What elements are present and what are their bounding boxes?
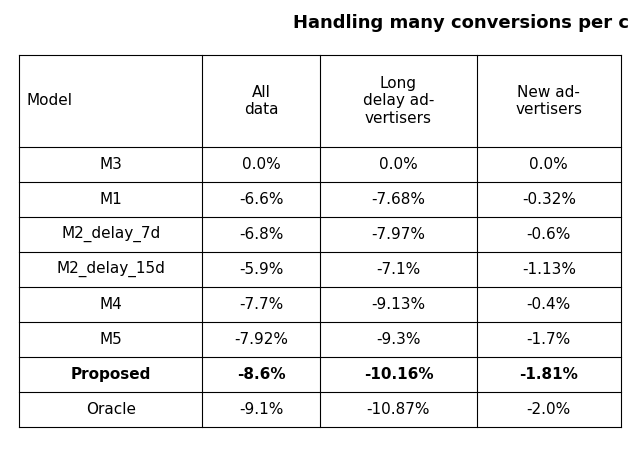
Text: -1.81%: -1.81%	[520, 367, 579, 382]
Text: M2_delay_15d: M2_delay_15d	[56, 261, 165, 278]
Text: -10.87%: -10.87%	[367, 402, 430, 417]
Text: -7.1%: -7.1%	[376, 262, 420, 277]
Text: -7.92%: -7.92%	[234, 332, 288, 347]
Text: -1.7%: -1.7%	[527, 332, 571, 347]
Text: -9.1%: -9.1%	[239, 402, 284, 417]
Text: -10.16%: -10.16%	[364, 367, 433, 382]
Text: New ad-
vertisers: New ad- vertisers	[515, 85, 582, 117]
Text: -0.32%: -0.32%	[522, 192, 576, 207]
Text: Proposed: Proposed	[70, 367, 151, 382]
Text: M3: M3	[99, 157, 122, 172]
Text: -1.13%: -1.13%	[522, 262, 576, 277]
Text: -7.97%: -7.97%	[371, 227, 426, 242]
Text: -9.13%: -9.13%	[371, 297, 426, 312]
Text: M5: M5	[99, 332, 122, 347]
Text: -5.9%: -5.9%	[239, 262, 284, 277]
Text: -6.6%: -6.6%	[239, 192, 284, 207]
Text: Model: Model	[27, 94, 73, 108]
Text: -0.4%: -0.4%	[527, 297, 571, 312]
Text: -2.0%: -2.0%	[527, 402, 571, 417]
Text: Oracle: Oracle	[86, 402, 136, 417]
Text: 0.0%: 0.0%	[529, 157, 568, 172]
Text: M2_delay_7d: M2_delay_7d	[61, 226, 161, 242]
Text: M4: M4	[99, 297, 122, 312]
Text: M1: M1	[99, 192, 122, 207]
Text: 0.0%: 0.0%	[242, 157, 280, 172]
Text: -6.8%: -6.8%	[239, 227, 284, 242]
Text: 0.0%: 0.0%	[379, 157, 418, 172]
Text: -0.6%: -0.6%	[527, 227, 571, 242]
Text: -8.6%: -8.6%	[237, 367, 285, 382]
Text: Handling many conversions per c: Handling many conversions per c	[292, 14, 628, 32]
Text: -7.68%: -7.68%	[371, 192, 426, 207]
Text: Long
delay ad-
vertisers: Long delay ad- vertisers	[363, 76, 434, 126]
Text: -7.7%: -7.7%	[239, 297, 284, 312]
Text: -9.3%: -9.3%	[376, 332, 420, 347]
Text: All
data: All data	[244, 85, 278, 117]
